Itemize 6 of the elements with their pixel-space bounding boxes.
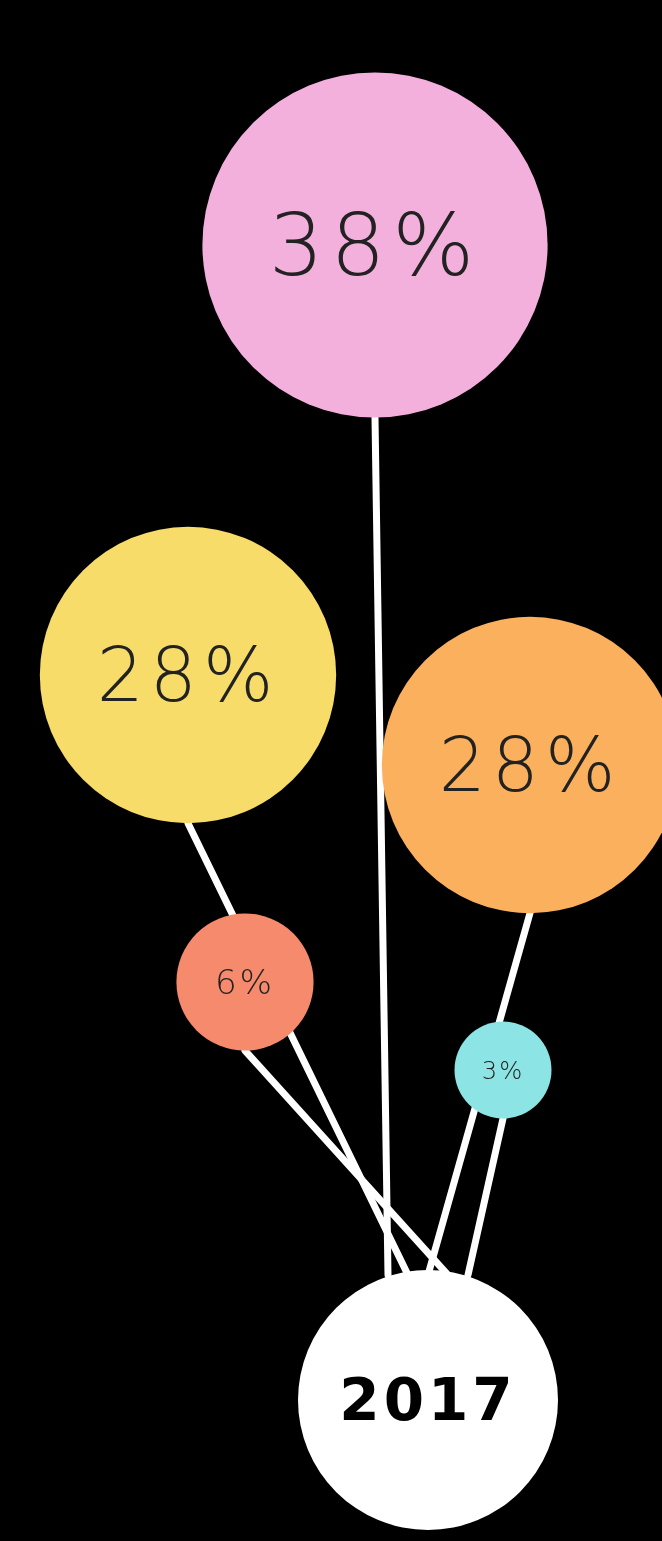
data-label: 28% xyxy=(438,722,622,808)
data-label: 6% xyxy=(215,962,275,1002)
data-label: 38% xyxy=(268,195,482,295)
data-label: 3% xyxy=(481,1055,525,1085)
text: 2017 xyxy=(339,1366,517,1434)
data-label: 28% xyxy=(96,632,280,718)
